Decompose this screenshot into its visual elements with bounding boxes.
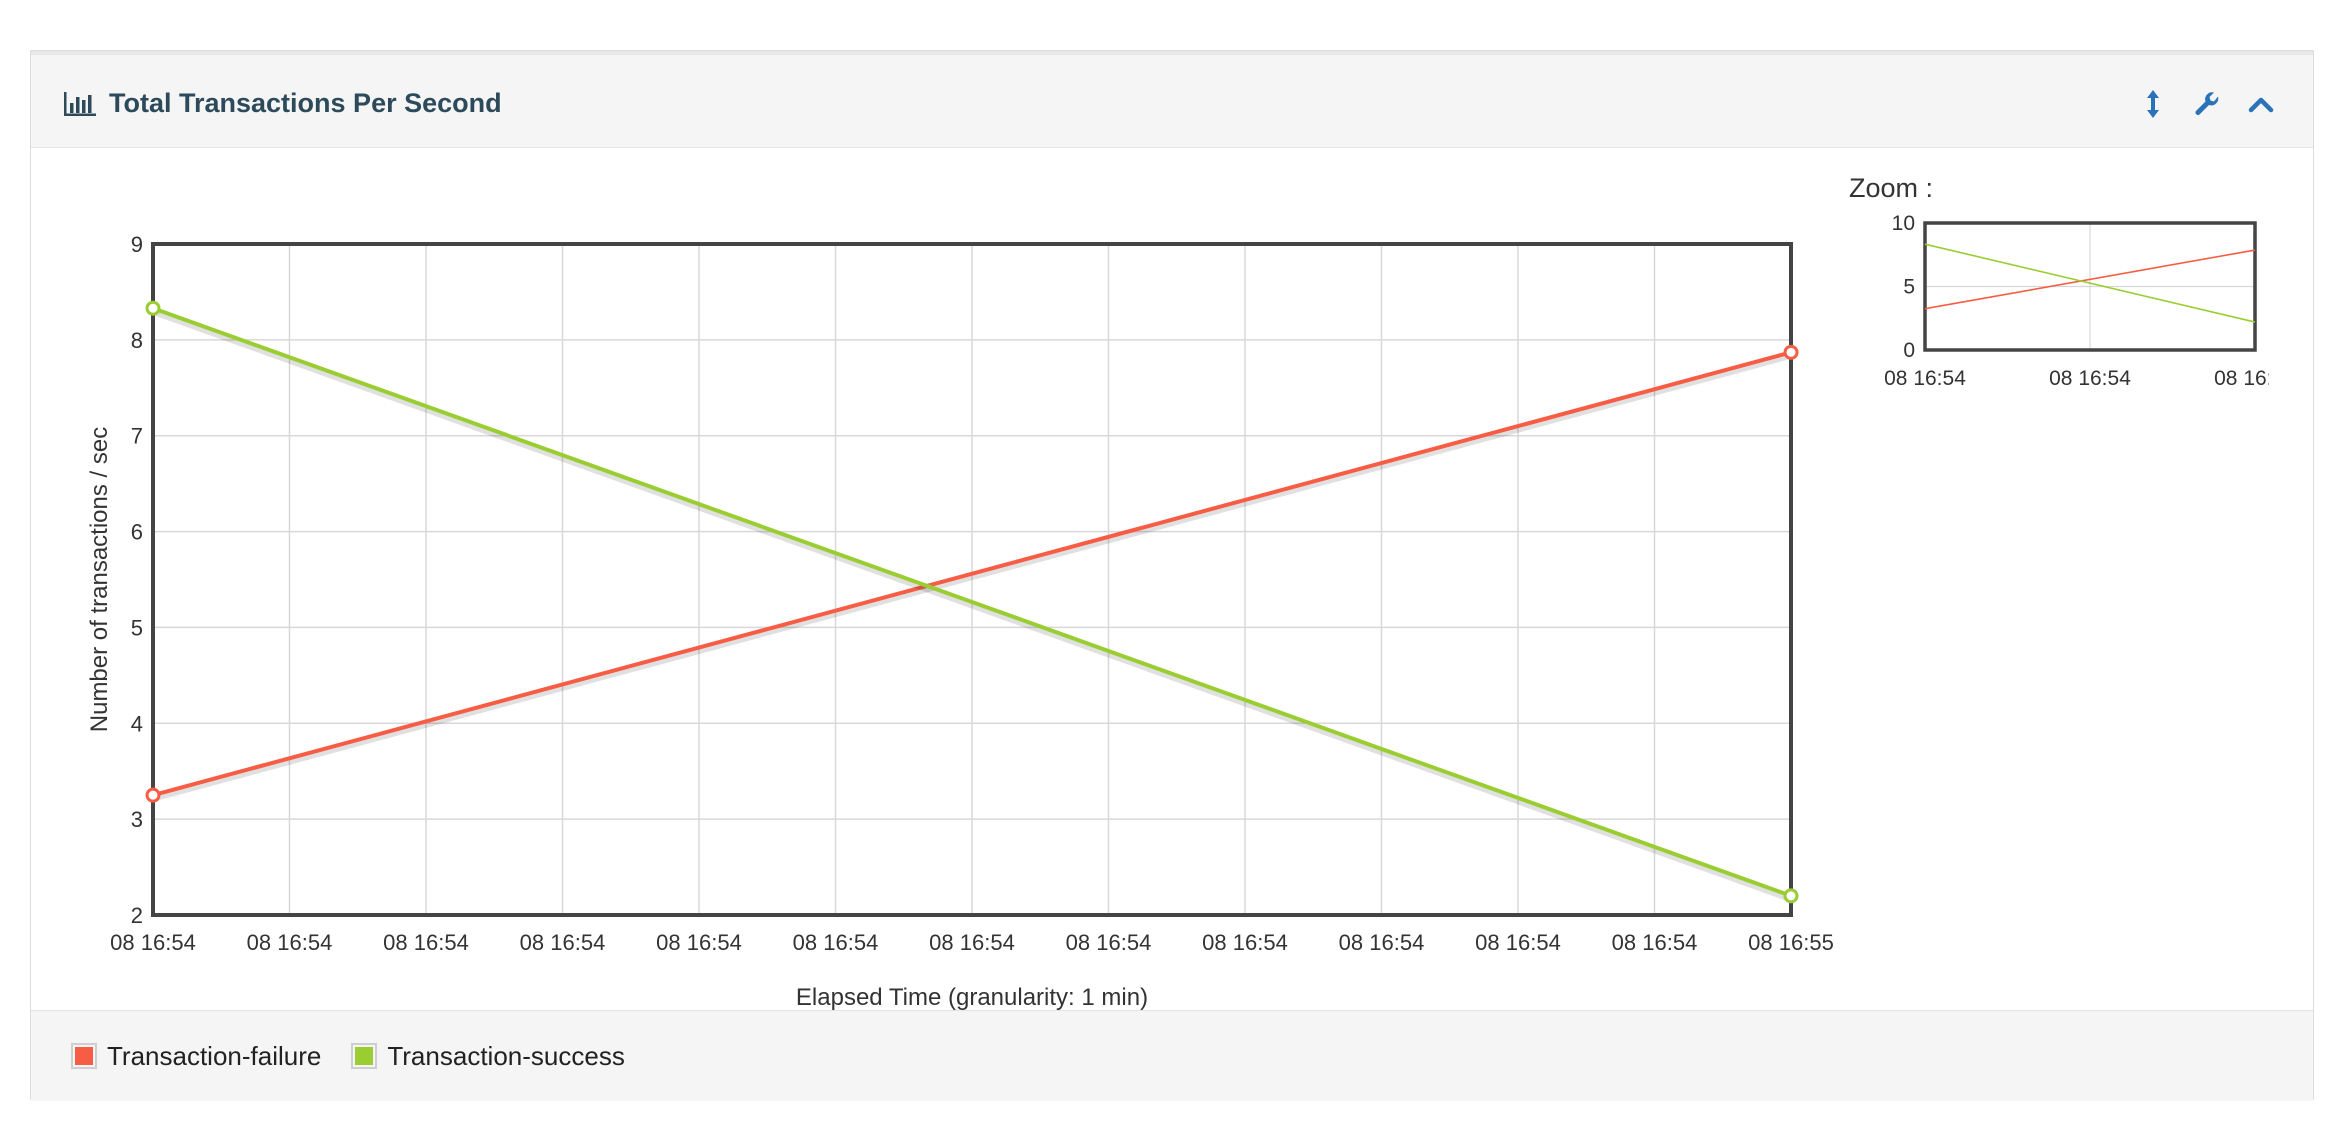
y-axis-label: Number of transactions / sec — [86, 427, 113, 732]
zoom-label: Zoom : — [1849, 173, 1934, 203]
x-axis-label: Elapsed Time (granularity: 1 min) — [796, 984, 1148, 1010]
x-tick-label: 08 16:55 — [1748, 930, 1834, 955]
series-shadow — [152, 353, 1792, 802]
series-shadow — [152, 309, 1792, 903]
x-tick-label: 08 16:54 — [1066, 930, 1152, 955]
y-tick-label: 9 — [131, 232, 143, 257]
x-tick-label: 08 16:54 — [1339, 930, 1425, 955]
panel-header: Total Transactions Per Second — [31, 51, 2313, 148]
zoom-series-line — [1924, 243, 2256, 323]
data-point — [1783, 344, 1799, 360]
x-tick-label: 08 16:54 — [110, 930, 196, 955]
header-tools — [2139, 55, 2275, 152]
x-tick-label: 08 16:54 — [793, 930, 879, 955]
zoom-chart[interactable]: 10 5 0 08 16:54 08 16:54 08 16:55 — [1839, 213, 2269, 393]
zoom-y-tick-label: 10 — [1892, 213, 1915, 235]
zoom-x-tick-label: 08 16:54 — [2049, 367, 2131, 390]
x-tick-label: 08 16:54 — [1475, 930, 1561, 955]
zoom-y-tick-label: 0 — [1903, 339, 1915, 362]
x-tick-label: 08 16:54 — [929, 930, 1015, 955]
data-point — [145, 300, 161, 316]
chevron-up-icon[interactable] — [2247, 90, 2275, 118]
resize-icon[interactable] — [2139, 89, 2167, 118]
bar-chart-icon — [63, 91, 97, 117]
panel-title-container: Total Transactions Per Second — [63, 55, 502, 152]
legend-label-success: Transaction-success — [387, 1040, 625, 1071]
y-tick-label: 2 — [131, 903, 143, 928]
x-tick-label: 08 16:54 — [520, 930, 606, 955]
zoom-x-tick-label: 08 16:54 — [1884, 367, 1966, 390]
x-tick-label: 08 16:54 — [1202, 930, 1288, 955]
y-tick-label: 8 — [131, 328, 143, 353]
legend-swatch-success — [351, 1043, 378, 1069]
legend-item-success[interactable]: Transaction-success — [351, 1040, 625, 1072]
x-tick-label: 08 16:54 — [656, 930, 742, 955]
x-tick-label: 08 16:54 — [247, 930, 333, 955]
panel-title: Total Transactions Per Second — [109, 88, 502, 118]
x-tick-label: 08 16:54 — [383, 930, 469, 955]
data-point — [1783, 888, 1799, 904]
legend: Transaction-failure Transaction-success — [31, 1010, 2313, 1101]
chart-panel: Total Transactions Per Second 9 8 7 6 5 4 3 2 08… — [30, 50, 2314, 1101]
legend-label-failure: Transaction-failure — [107, 1040, 322, 1071]
zoom-frame — [1923, 221, 2257, 352]
wrench-icon[interactable] — [2193, 90, 2221, 118]
series-line-success — [152, 306, 1792, 898]
plot-frame — [151, 242, 1793, 917]
zoom-series-line — [1924, 249, 2256, 310]
series-line-failure — [152, 350, 1792, 798]
chart-area: 9 8 7 6 5 4 3 2 08 16:54 08 16:54 08 16:54 08 16:54… — [31, 148, 2313, 1010]
zoom-y-tick-label: 5 — [1903, 276, 1915, 299]
data-point — [145, 787, 161, 803]
y-tick-label: 7 — [131, 424, 143, 449]
zoom-x-tick-label: 08 16:55 — [2214, 367, 2269, 390]
legend-swatch-failure — [71, 1043, 97, 1069]
y-tick-label: 4 — [131, 711, 143, 736]
y-tick-label: 6 — [131, 520, 143, 545]
y-tick-label: 5 — [131, 615, 143, 640]
legend-item-failure[interactable]: Transaction-failure — [71, 1041, 321, 1072]
x-tick-label: 08 16:54 — [1612, 930, 1698, 955]
y-tick-label: 3 — [131, 807, 143, 832]
